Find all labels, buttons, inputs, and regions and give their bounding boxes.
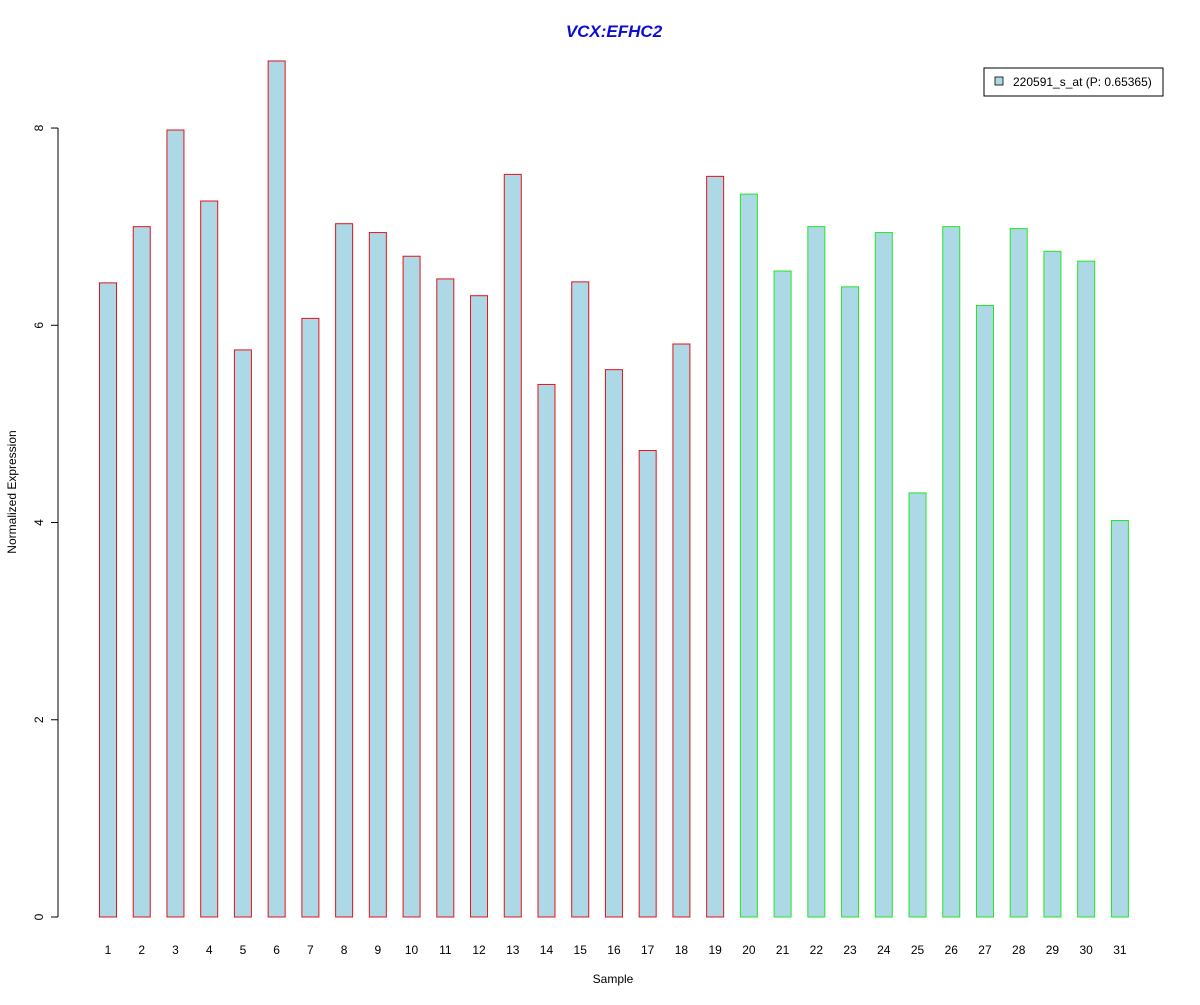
- x-tick-label: 22: [810, 943, 824, 957]
- bar-sample-22: [807, 226, 826, 918]
- bar-sample-24: [874, 232, 893, 918]
- bar-sample-8: [335, 223, 354, 918]
- bar-sample-29: [1043, 250, 1062, 918]
- legend-label: 220591_s_at (P: 0.65365): [1013, 75, 1152, 89]
- bar-sample-13: [503, 173, 522, 918]
- bar-sample-10: [402, 255, 421, 918]
- bar-sample-17: [638, 450, 657, 918]
- x-tick-label: 13: [506, 943, 520, 957]
- bar-sample-27: [975, 305, 994, 918]
- bar-sample-14: [537, 383, 556, 918]
- x-tick-label: 19: [708, 943, 722, 957]
- bar-sample-26: [942, 226, 961, 918]
- x-tick-label: 4: [206, 943, 213, 957]
- bar-sample-9: [368, 232, 387, 918]
- x-tick-label: 11: [439, 943, 452, 957]
- bar-sample-15: [571, 281, 590, 918]
- x-tick-label: 6: [273, 943, 280, 957]
- x-tick-label: 18: [675, 943, 689, 957]
- x-tick-label: 29: [1046, 943, 1060, 957]
- bar-sample-5: [233, 349, 252, 918]
- bar-sample-7: [301, 317, 320, 918]
- bar-sample-21: [773, 270, 792, 918]
- x-tick-label: 31: [1113, 943, 1127, 957]
- y-axis: 0 2 4 6 8: [32, 124, 59, 920]
- y-tick-label: 2: [32, 716, 46, 723]
- bar-sample-6: [267, 60, 286, 918]
- x-tick-label: 1: [105, 943, 112, 957]
- bar-sample-28: [1009, 228, 1028, 918]
- chart-title: VCX:EFHC2: [566, 22, 663, 41]
- x-tick-label: 16: [607, 943, 621, 957]
- bar-sample-4: [200, 200, 219, 918]
- bar-sample-23: [841, 286, 860, 918]
- bar-sample-31: [1110, 520, 1129, 918]
- x-tick-label: 9: [374, 943, 381, 957]
- bar-sample-18: [672, 343, 691, 918]
- x-tick-label: 8: [341, 943, 348, 957]
- bar-sample-16: [604, 369, 623, 918]
- x-tick-label: 17: [641, 943, 655, 957]
- bar-sample-1: [99, 282, 117, 918]
- y-tick-label: 4: [32, 519, 46, 526]
- bar-sample-20: [739, 193, 758, 918]
- legend-swatch: [994, 76, 1004, 86]
- x-tick-label: 14: [540, 943, 554, 957]
- x-tick-label: 30: [1079, 943, 1093, 957]
- x-tick-label: 21: [776, 943, 790, 957]
- x-axis-tick-labels: 1 2 3 4 5 6 7 8 9 10 11 12 13 14 15 16 17 18 19 20 21 22 23 24 2…: [105, 943, 1127, 957]
- bar-sample-30: [1077, 260, 1096, 918]
- x-tick-label: 10: [405, 943, 419, 957]
- x-axis-title: Sample: [593, 972, 634, 986]
- legend-box: [983, 67, 1164, 97]
- bar-sample-2: [132, 226, 151, 918]
- x-tick-label: 5: [240, 943, 247, 957]
- x-tick-label: 7: [307, 943, 314, 957]
- x-tick-label: 27: [978, 943, 992, 957]
- y-tick-label: 0: [32, 913, 46, 920]
- y-tick-label: 8: [32, 124, 46, 131]
- x-tick-label: 24: [877, 943, 891, 957]
- x-tick-label: 20: [742, 943, 756, 957]
- x-tick-label: 15: [574, 943, 588, 957]
- x-tick-label: 26: [945, 943, 959, 957]
- bar-sample-11: [436, 278, 455, 918]
- legend: 220591_s_at (P: 0.65365): [983, 67, 1164, 97]
- bar-sample-19: [706, 175, 725, 918]
- x-tick-label: 25: [911, 943, 925, 957]
- x-tick-label: 2: [138, 943, 145, 957]
- bars: [99, 60, 1129, 918]
- bar-sample-3: [166, 129, 185, 918]
- bar-sample-12: [470, 295, 489, 918]
- y-tick-label: 6: [32, 322, 46, 329]
- bar-sample-25: [908, 492, 927, 918]
- y-axis-title: Normalized Expression: [5, 430, 19, 553]
- x-tick-label: 12: [472, 943, 486, 957]
- x-tick-label: 28: [1012, 943, 1026, 957]
- x-tick-label: 3: [172, 943, 179, 957]
- x-tick-label: 23: [843, 943, 857, 957]
